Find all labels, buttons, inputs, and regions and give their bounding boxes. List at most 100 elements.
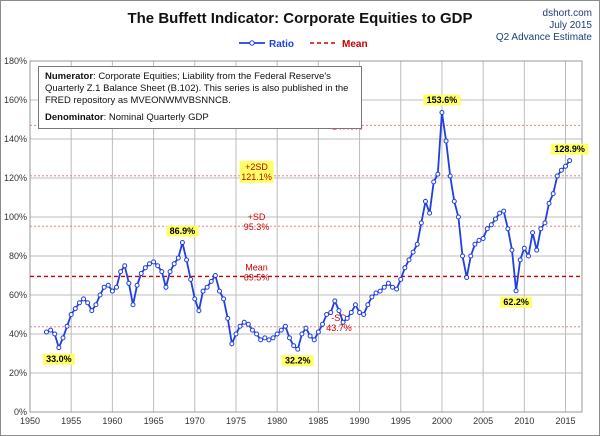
ratio-point bbox=[402, 265, 408, 271]
numerator-label: Numerator bbox=[45, 71, 94, 82]
callout-highlight bbox=[423, 94, 461, 106]
ratio-point bbox=[134, 282, 140, 288]
ratio-point bbox=[130, 302, 136, 308]
ratio-point bbox=[414, 241, 420, 247]
callout-label: 62.2% bbox=[503, 297, 529, 307]
callout-highlight bbox=[42, 353, 75, 365]
ratio-point bbox=[517, 257, 523, 263]
band-label-value: 43.7% bbox=[326, 323, 352, 333]
y-tick-label: 80% bbox=[9, 251, 27, 261]
y-tick-label: 140% bbox=[4, 134, 27, 144]
band-label-highlight bbox=[239, 160, 274, 183]
ratio-point bbox=[249, 327, 255, 333]
ratio-point bbox=[431, 179, 437, 185]
ratio-point bbox=[105, 282, 111, 288]
ratio-point bbox=[361, 312, 367, 317]
ratio-point bbox=[163, 284, 169, 290]
ratio-point bbox=[538, 226, 544, 232]
ratio-point bbox=[43, 329, 49, 335]
ratio-point bbox=[369, 294, 375, 300]
x-tick-label: 1955 bbox=[61, 416, 81, 426]
credit-site[interactable]: dshort.com bbox=[542, 8, 592, 19]
ratio-point bbox=[476, 237, 482, 243]
axis-ticks: 0% 20% 40% 60% 80% 100% 120% 140% 160% 180% 1950 19… bbox=[4, 56, 576, 426]
band-label-value: 95.3% bbox=[244, 222, 270, 232]
value-callouts: 33.0% 86.9% 32.2% 153.6% 62.2% 128.9% bbox=[42, 94, 589, 367]
y-tick-label: 120% bbox=[4, 173, 27, 183]
callout-highlight bbox=[500, 296, 533, 308]
band-label-value: 121.1% bbox=[241, 172, 272, 182]
callout-label: 86.9% bbox=[170, 226, 196, 236]
y-tick-label: 0% bbox=[14, 407, 27, 417]
x-tick-label: 2010 bbox=[514, 416, 534, 426]
ratio-point bbox=[167, 269, 173, 275]
ratio-point bbox=[501, 208, 507, 214]
ratio-point bbox=[274, 331, 280, 337]
x-tick-label: 1970 bbox=[185, 416, 205, 426]
plot-border bbox=[29, 60, 583, 413]
ratio-line bbox=[46, 112, 571, 351]
ratio-point bbox=[184, 257, 190, 263]
ratio-point bbox=[282, 323, 288, 329]
ratio-point bbox=[427, 210, 433, 216]
ratio-point bbox=[216, 288, 222, 294]
ratio-point bbox=[348, 310, 354, 316]
callout-highlight bbox=[550, 143, 589, 155]
ratio-point bbox=[245, 321, 251, 327]
ratio-point bbox=[455, 214, 461, 220]
ratio-point bbox=[196, 308, 202, 314]
ratio-point bbox=[377, 288, 383, 294]
ratio-point bbox=[151, 259, 157, 265]
ratio-point bbox=[451, 198, 457, 204]
ratio-point bbox=[278, 327, 284, 333]
ratio-point bbox=[410, 249, 416, 255]
ratio-point bbox=[146, 261, 152, 267]
ratio-point bbox=[435, 171, 441, 177]
y-tick-label: 40% bbox=[9, 329, 27, 339]
y-tick-label: 20% bbox=[9, 368, 27, 378]
ratio-point bbox=[563, 163, 569, 169]
ratio-point bbox=[155, 263, 161, 269]
denominator-text: : Nominal Quarterly GDP bbox=[103, 112, 209, 123]
y-tick-label: 180% bbox=[4, 56, 27, 66]
ratio-series bbox=[43, 109, 573, 352]
ratio-point bbox=[138, 271, 144, 277]
ratio-point bbox=[464, 274, 470, 280]
ratio-point bbox=[52, 331, 58, 337]
ratio-point bbox=[460, 253, 466, 259]
callout-label: 128.9% bbox=[554, 144, 585, 154]
ratio-point bbox=[497, 210, 503, 216]
callout-highlight bbox=[166, 225, 199, 237]
ratio-point bbox=[122, 263, 128, 269]
ratio-point bbox=[204, 284, 210, 290]
ratio-point bbox=[534, 247, 540, 253]
ratio-point bbox=[188, 276, 194, 282]
x-tick-label: 1995 bbox=[391, 416, 411, 426]
ratio-point bbox=[492, 216, 498, 222]
ratio-point bbox=[225, 315, 231, 321]
ratio-point bbox=[468, 253, 474, 259]
info-box: Numerator: Corporate Equities; Liability… bbox=[38, 66, 362, 129]
callout-label: 32.2% bbox=[285, 356, 311, 366]
callout-label: 153.6% bbox=[427, 95, 458, 105]
ratio-point bbox=[422, 198, 428, 204]
ratio-point bbox=[101, 284, 107, 290]
band-label-name: Mean bbox=[245, 262, 268, 272]
ratio-point bbox=[142, 265, 148, 271]
ratio-point bbox=[344, 315, 350, 321]
x-tick-label: 1990 bbox=[350, 416, 370, 426]
x-tick-label: 1950 bbox=[20, 416, 40, 426]
ratio-point bbox=[447, 173, 453, 179]
ratio-point bbox=[488, 222, 494, 228]
x-tick-label: 1980 bbox=[267, 416, 287, 426]
x-tick-label: 1965 bbox=[144, 416, 164, 426]
ratio-point bbox=[109, 288, 115, 294]
ratio-point bbox=[114, 284, 120, 290]
ratio-point bbox=[233, 331, 239, 337]
ratio-point bbox=[418, 220, 424, 226]
sd-band-labels: +3SD147.0%+2SD121.1%+SD95.3%Mean69.5%-SD… bbox=[239, 111, 362, 333]
callout-highlight bbox=[281, 355, 314, 367]
callout-label: 33.0% bbox=[46, 354, 72, 364]
chart-title: The Buffett Indicator: Corporate Equitie… bbox=[127, 10, 473, 27]
legend: Ratio Mean bbox=[239, 39, 368, 50]
